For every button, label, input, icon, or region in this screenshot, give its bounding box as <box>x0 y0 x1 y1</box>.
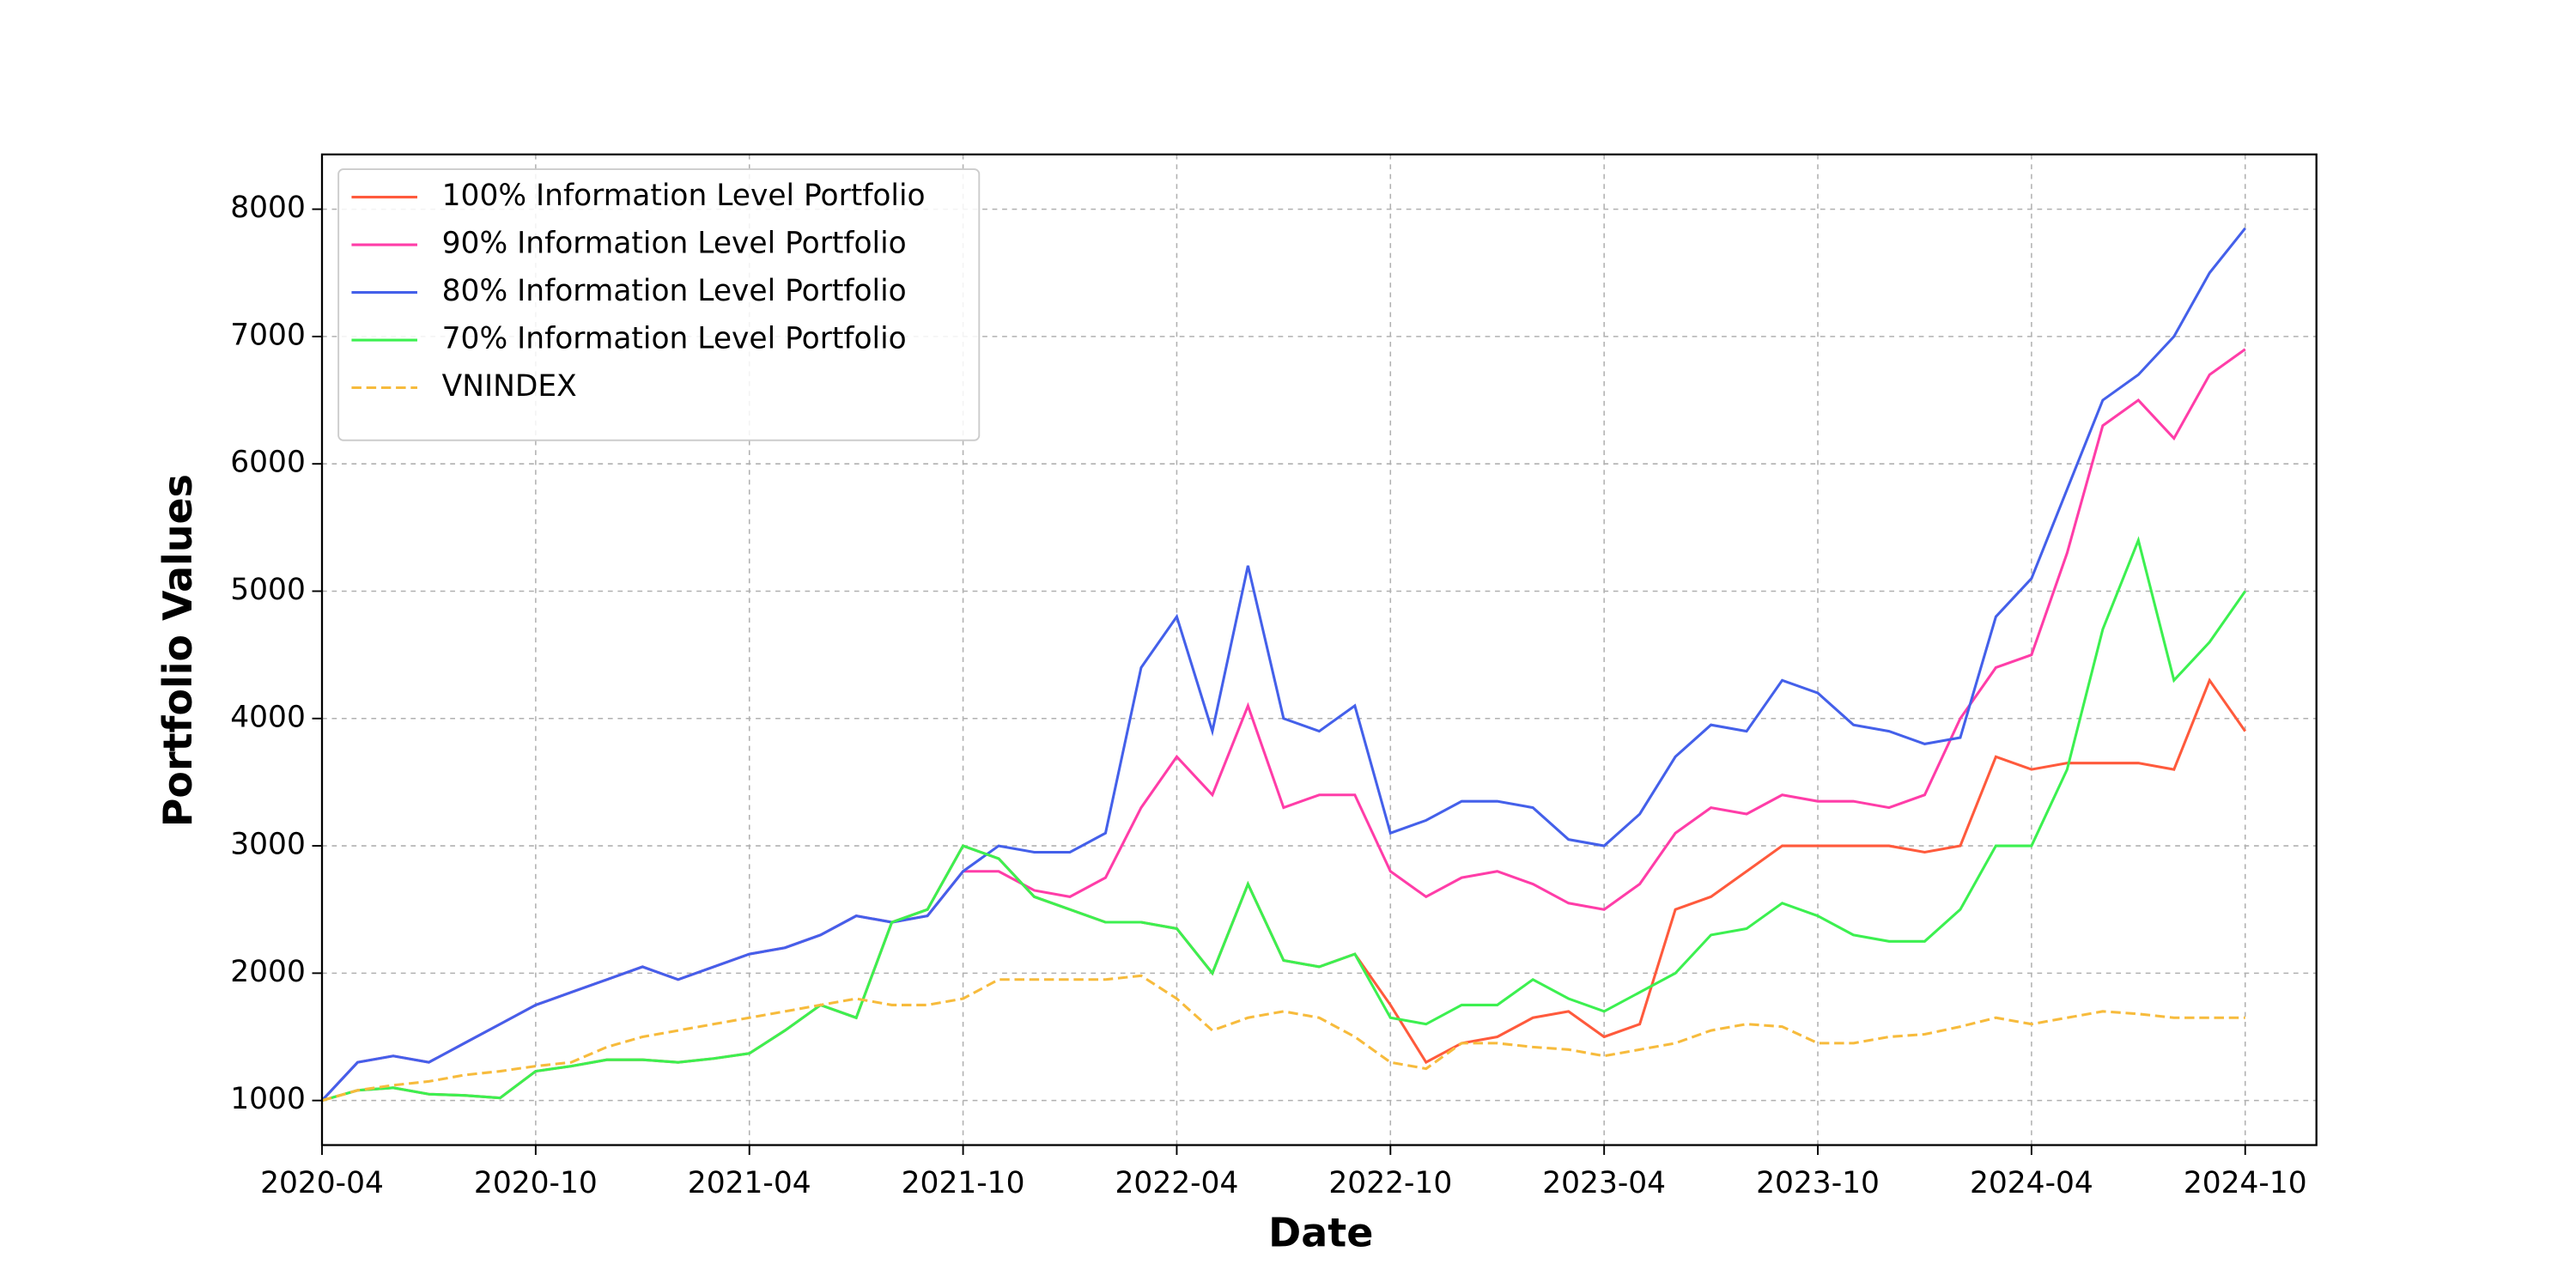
x-tick-label: 2021-04 <box>688 1166 811 1200</box>
legend: 100% Information Level Portfolio 90% Info… <box>337 168 981 441</box>
legend-label: 80% Information Level Portfolio <box>442 274 907 308</box>
plot-frame <box>320 153 2318 1146</box>
y-tick-label: 4000 <box>230 700 306 734</box>
x-tick-label: 2020-04 <box>260 1166 384 1200</box>
x-tick-label: 2024-04 <box>1970 1166 2093 1200</box>
x-tick-label: 2022-04 <box>1115 1166 1239 1200</box>
y-tick-label: 2000 <box>230 955 306 989</box>
y-tick-label: 6000 <box>230 446 306 480</box>
x-tick-label: 2023-10 <box>1756 1166 1880 1200</box>
legend-label: 100% Information Level Portfolio <box>442 179 926 213</box>
y-tick-label: 8000 <box>230 191 306 225</box>
x-tick-label: 2022-10 <box>1328 1166 1452 1200</box>
y-tick-label: 1000 <box>230 1082 306 1116</box>
y-tick-label: 7000 <box>230 318 306 352</box>
x-tick-label: 2024-10 <box>2184 1166 2307 1200</box>
series-line <box>320 227 2246 1102</box>
x-tick-label: 2023-04 <box>1542 1166 1666 1200</box>
y-tick-label: 3000 <box>230 828 306 862</box>
series-line <box>321 974 2245 1103</box>
legend-box <box>337 168 981 441</box>
y-tick-label: 5000 <box>230 573 306 607</box>
series-line <box>321 536 2246 1103</box>
x-axis-label: Date <box>1268 1209 1373 1255</box>
y-axis-label: Portfolio Values <box>155 474 201 827</box>
legend-label: 90% Information Level Portfolio <box>442 227 907 261</box>
x-tick-label: 2020-10 <box>474 1166 598 1200</box>
legend-label: 70% Information Level Portfolio <box>442 322 907 356</box>
legend-label: VNINDEX <box>442 369 577 404</box>
x-tick-label: 2021-10 <box>902 1166 1025 1200</box>
